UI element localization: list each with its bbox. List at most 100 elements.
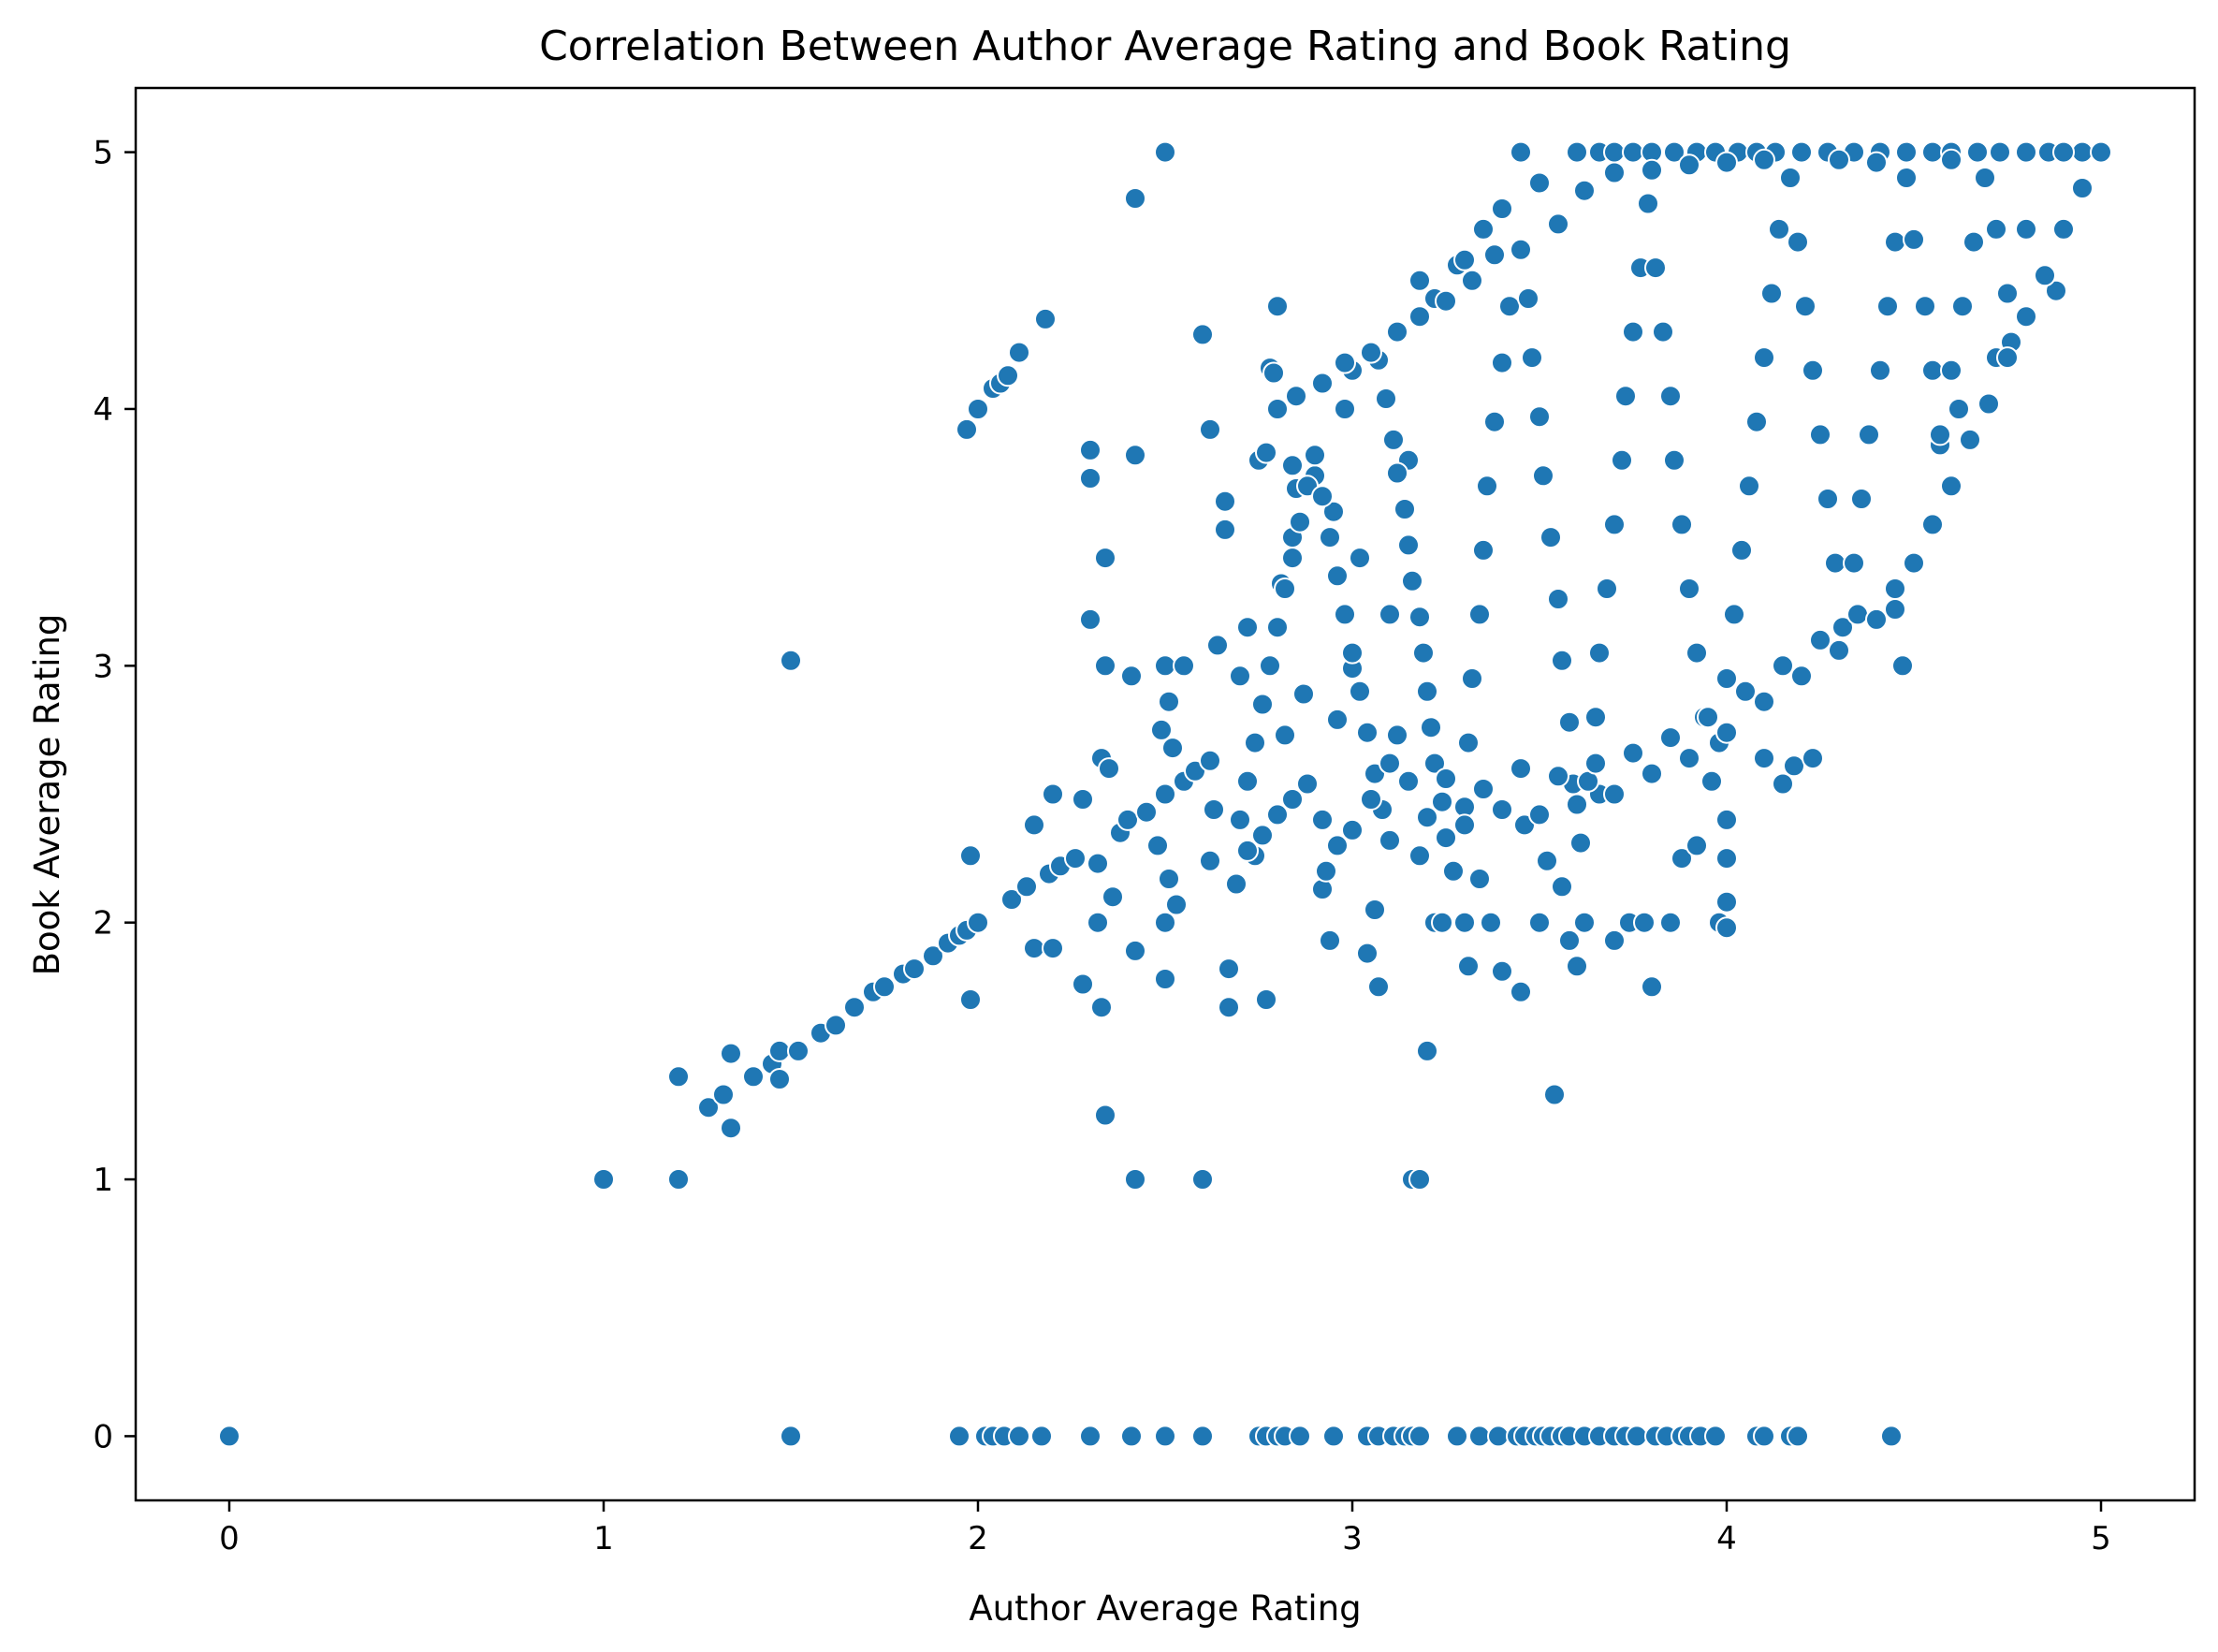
scatter-point	[1566, 793, 1588, 816]
scatter-point	[2015, 140, 2037, 164]
scatter-point	[1334, 398, 1356, 420]
scatter-point	[1120, 665, 1143, 688]
scatter-point	[720, 1042, 742, 1065]
scatter-point	[1435, 289, 1457, 313]
scatter-point	[1124, 1168, 1146, 1191]
scatter-point	[1435, 768, 1457, 790]
scatter-point	[1416, 1039, 1438, 1062]
scatter-point	[1423, 752, 1446, 775]
scatter-point	[1315, 859, 1337, 883]
scatter-point	[1622, 320, 1644, 344]
scatter-point	[1704, 1425, 1727, 1448]
scatter-point	[1087, 911, 1109, 934]
scatter-point	[1311, 878, 1334, 900]
scatter-point	[1730, 538, 1753, 562]
scatter-point	[1996, 282, 2019, 305]
scatter-point	[1510, 238, 1532, 261]
scatter-point	[1865, 151, 1888, 174]
scatter-point	[1843, 551, 1865, 575]
scatter-point	[1641, 158, 1663, 182]
scatter-point	[1453, 911, 1476, 934]
scatter-point	[1394, 498, 1416, 520]
scatter-point	[1734, 680, 1757, 703]
scatter-point	[1453, 248, 1476, 271]
scatter-point	[1476, 475, 1498, 498]
scatter-point	[1064, 847, 1087, 870]
scatter-point	[1940, 148, 1963, 171]
scatter-point	[903, 958, 926, 981]
scatter-point	[1203, 798, 1225, 821]
scatter-point	[1547, 588, 1569, 610]
scatter-point	[1408, 844, 1431, 868]
x-tick-label: 4	[1716, 1520, 1737, 1557]
scatter-point	[1154, 911, 1176, 934]
scatter-point	[1772, 772, 1794, 796]
scatter-point	[1753, 690, 1775, 713]
scatter-point	[1379, 603, 1401, 626]
scatter-point	[1753, 148, 1775, 171]
scatter-point	[1510, 140, 1532, 164]
x-axis-ticks: 0 1 2 3 4 5	[219, 1500, 2111, 1557]
scatter-point	[1420, 716, 1442, 739]
scatter-point	[967, 398, 989, 420]
scatter-point	[1023, 937, 1045, 960]
y-tick-label: 0	[93, 1418, 113, 1455]
scatter-point	[1416, 680, 1438, 703]
scatter-point	[1214, 518, 1236, 541]
scatter-point	[1671, 847, 1693, 870]
scatter-point	[2071, 140, 2094, 164]
scatter-point	[1903, 551, 1925, 575]
scatter-point	[1379, 828, 1401, 852]
scatter-point	[1094, 654, 1116, 678]
scatter-point	[1386, 724, 1408, 747]
scatter-point	[1641, 975, 1663, 999]
scatter-point	[1510, 980, 1532, 1003]
scatter-point	[1259, 654, 1281, 678]
scatter-point	[1218, 958, 1240, 981]
scatter-point	[1633, 911, 1656, 934]
scatter-point	[1787, 230, 1809, 254]
scatter-point	[1000, 888, 1023, 911]
scatter-point	[1985, 217, 2007, 241]
scatter-point	[1135, 800, 1158, 824]
axes-frame	[134, 86, 2196, 1502]
scatter-point	[1199, 417, 1221, 441]
scatter-point	[1408, 1168, 1431, 1191]
scatter-point	[1641, 762, 1663, 785]
scatter-point	[1637, 192, 1659, 215]
scatter-point	[1528, 803, 1551, 826]
scatter-point	[1491, 197, 1513, 220]
scatter-point	[1094, 547, 1116, 570]
scatter-point	[1611, 448, 1633, 472]
scatter-point	[967, 911, 989, 934]
scatter-point	[1603, 513, 1626, 536]
scatter-point	[667, 1065, 690, 1089]
scatter-point	[2015, 217, 2037, 241]
scatter-point	[1199, 849, 1221, 872]
scatter-point	[1491, 959, 1513, 983]
scatter-point	[1098, 757, 1120, 781]
scatter-point	[1008, 341, 1030, 364]
scatter-point	[1191, 323, 1214, 346]
scatter-point	[1214, 490, 1236, 513]
scatter-point	[1154, 782, 1176, 806]
scatter-point	[1558, 928, 1581, 952]
scatter-point	[1023, 813, 1045, 837]
scatter-point	[592, 1168, 615, 1191]
scatter-point	[873, 975, 896, 999]
scatter-point	[1266, 616, 1289, 639]
scatter-point	[1030, 1425, 1053, 1448]
scatter-point	[1940, 358, 1963, 382]
scatter-point	[1521, 346, 1543, 370]
scatter-point	[1266, 803, 1289, 826]
scatter-point	[1921, 140, 1944, 164]
scatter-point	[1042, 937, 1064, 960]
scatter-point	[1461, 269, 1483, 292]
scatter-point	[1356, 721, 1379, 744]
scatter-point	[1850, 488, 1873, 510]
scatter-point	[1959, 428, 1981, 451]
chart-title: Correlation Between Author Average Ratin…	[539, 22, 1791, 70]
scatter-point	[1715, 916, 1738, 940]
scatter-point	[824, 1014, 847, 1037]
